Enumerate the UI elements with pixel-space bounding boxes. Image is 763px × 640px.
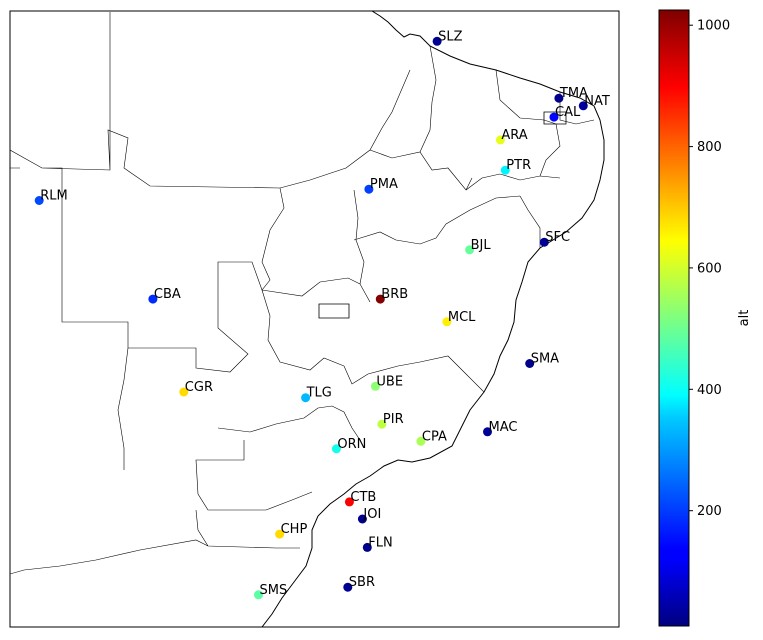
brazil-coastline (261, 11, 605, 627)
station-point-joi (357, 514, 367, 524)
station-point-cgr (179, 387, 189, 397)
station-point-slz (432, 36, 442, 46)
station-label-orn: ORN (337, 437, 366, 452)
station-point-pir (377, 419, 387, 429)
colorbar-label: alt (737, 310, 752, 327)
station-label-cgr: CGR (185, 380, 213, 395)
points-layer (34, 36, 588, 600)
station-point-ube (370, 381, 380, 391)
station-point-ara (495, 135, 505, 145)
station-label-mac: MAC (489, 420, 518, 435)
station-label-tlg: TLG (306, 386, 332, 401)
station-point-tma (554, 93, 564, 103)
colorbar-tick-label: 1000 (697, 19, 730, 34)
station-label-sms: SMS (260, 583, 288, 598)
station-label-pma: PMA (370, 177, 398, 192)
station-label-chp: CHP (281, 522, 308, 537)
station-point-fln (362, 542, 372, 552)
station-label-cba: CBA (154, 287, 181, 302)
colorbar-tick-label: 400 (697, 383, 722, 398)
station-label-ube: UBE (376, 374, 403, 389)
station-point-bjl (465, 245, 475, 255)
station-label-slz: SLZ (438, 29, 462, 44)
station-label-rlm: RLM (40, 189, 67, 204)
station-label-cpa: CPA (422, 429, 447, 444)
station-label-cal: CAL (555, 105, 581, 120)
colorbar-tick-label: 600 (697, 261, 722, 276)
station-label-ctb: CTB (350, 490, 376, 505)
station-label-sma: SMA (531, 352, 559, 367)
station-point-tlg (301, 393, 311, 403)
station-point-sms (254, 590, 263, 600)
colorbar-ticks: 200 400 600 800 1000 (689, 19, 730, 519)
station-point-brb (375, 294, 385, 304)
station-label-bjl: BJL (471, 238, 492, 253)
station-point-cba (148, 294, 158, 304)
station-label-mcl: MCL (448, 310, 476, 325)
station-point-cpa (416, 436, 426, 446)
station-point-ctb (344, 497, 354, 507)
station-point-cal (549, 112, 559, 122)
station-label-tma: TMA (559, 86, 588, 101)
station-point-sma (525, 359, 535, 368)
station-point-pma (364, 184, 374, 194)
station-point-mac (483, 427, 492, 437)
colorbar-tick-label: 800 (697, 140, 722, 155)
cal-state-box (543, 111, 567, 125)
station-point-sfc (539, 237, 549, 247)
station-point-mcl (442, 317, 452, 327)
station-point-nat (578, 101, 588, 111)
federal-district (318, 303, 350, 319)
station-label-brb: BRB (381, 287, 408, 302)
station-label-sfc: SFC (545, 230, 570, 245)
station-label-joi: JOI (362, 507, 381, 522)
colorbar-gradient (658, 9, 690, 627)
station-label-ptr: PTR (506, 158, 531, 173)
colorbar-tick-label: 200 (697, 504, 722, 519)
station-label-ara: ARA (501, 128, 527, 143)
station-point-orn (331, 444, 341, 454)
station-label-nat: NAT (584, 94, 610, 109)
station-label-fln: FLN (368, 535, 392, 550)
station-point-ptr (500, 165, 510, 175)
state-borders (10, 12, 595, 575)
map-frame (9, 10, 620, 628)
station-point-rlm (34, 196, 44, 205)
station-label-sbr: SBR (349, 575, 375, 590)
station-point-chp (275, 529, 285, 539)
station-label-pir: PIR (383, 412, 404, 427)
station-point-sbr (343, 582, 353, 592)
basemap (10, 11, 605, 627)
